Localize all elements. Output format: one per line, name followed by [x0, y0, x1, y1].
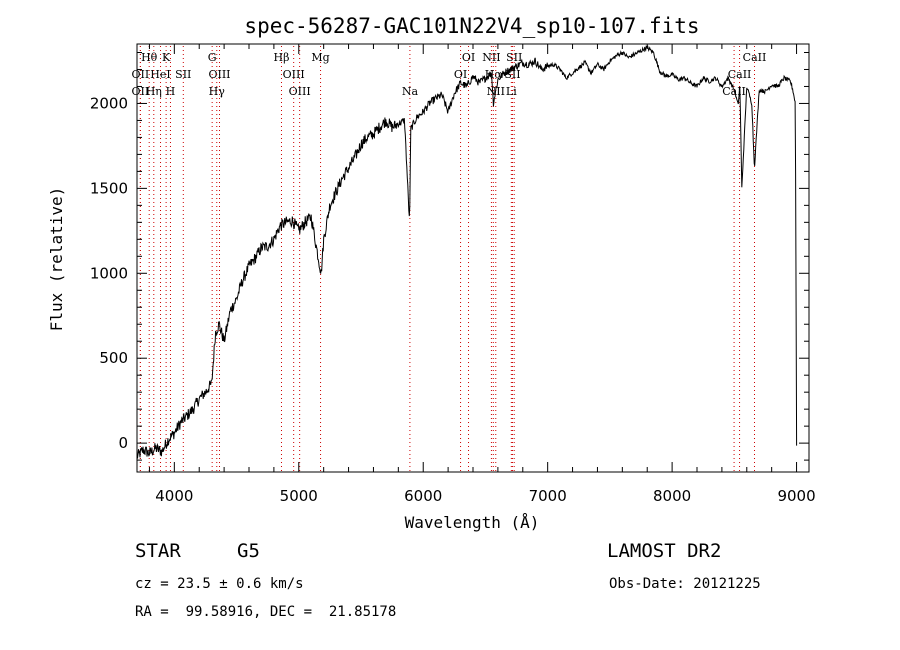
subclass: G5	[237, 540, 260, 562]
y-axis-ticks: 0 500 1000 1500 2000	[90, 51, 809, 461]
spectral-line-label: HeI	[150, 68, 170, 81]
x-tick-label: 9000	[777, 487, 815, 505]
x-tick-label: 4000	[155, 487, 193, 505]
spectral-line-label: OII	[132, 85, 150, 98]
spectral-line-label: Na	[402, 85, 419, 98]
spectral-line-label: SII	[175, 68, 191, 81]
spectral-line-label: H	[166, 85, 176, 98]
survey-name: LAMOST DR2	[607, 540, 722, 562]
spectral-line-label: CaII	[743, 51, 767, 64]
y-tick-label: 1500	[90, 179, 128, 197]
spectral-line-label: G	[208, 51, 217, 64]
x-tick-label: 7000	[529, 487, 567, 505]
y-tick-label: 2000	[90, 94, 128, 112]
y-tick-label: 1000	[90, 264, 128, 282]
object-type: STAR	[135, 540, 181, 562]
spectral-line-label: Hβ	[274, 51, 290, 64]
y-axis-label: Flux (relative)	[47, 187, 66, 332]
x-axis-label: Wavelength (Å)	[405, 513, 540, 532]
plot-frame	[136, 43, 810, 473]
spectral-line-label: Hη	[146, 85, 162, 98]
redshift-cz: cz = 23.5 ± 0.6 km/s	[135, 576, 304, 592]
obs-date: Obs-Date: 20121225	[609, 576, 761, 592]
spectrum-line	[136, 45, 798, 459]
x-axis-ticks: 4000 5000 6000 7000 8000 9000	[148, 44, 816, 505]
spectral-line-label: OIII	[289, 85, 311, 98]
y-tick-label: 0	[118, 434, 128, 452]
x-tick-label: 5000	[280, 487, 318, 505]
spectral-line-label: Li	[506, 85, 517, 98]
spectral-line-label: Mg	[311, 51, 329, 64]
spectral-line-label: Hγ	[209, 85, 226, 98]
x-tick-label: 6000	[404, 487, 442, 505]
spectral-line-label: SII	[506, 51, 522, 64]
coordinates: RA = 99.58916, DEC = 21.85178	[135, 604, 397, 620]
chart-title: spec-56287-GAC101N22V4_sp10-107.fits	[244, 14, 699, 38]
spectral-line-label: OI	[454, 68, 467, 81]
spectral-line-label: OIII	[283, 68, 305, 81]
spectral-line-label: K	[162, 51, 171, 64]
spectral-line-label: Hθ	[141, 51, 158, 64]
y-tick-label: 500	[99, 349, 128, 367]
spectral-line-label: OI	[462, 51, 475, 64]
spectral-line-label: OIII	[208, 68, 230, 81]
spectral-line-label: CaII	[728, 68, 752, 81]
spectral-line-label: NII	[482, 51, 500, 64]
x-tick-label: 8000	[653, 487, 691, 505]
spectral-line-label: Hα	[485, 68, 503, 81]
